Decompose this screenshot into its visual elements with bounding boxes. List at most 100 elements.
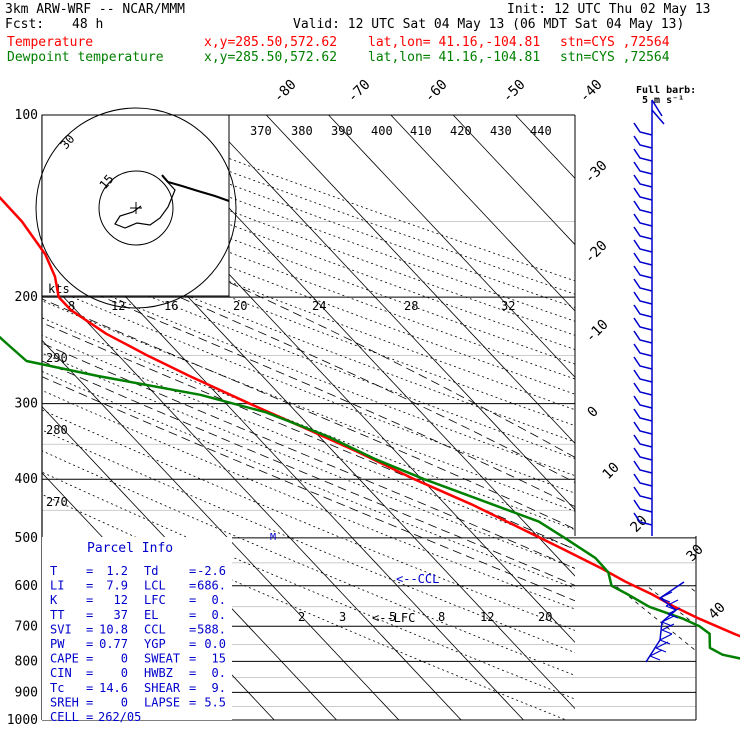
temp-latlon: lat,lon= 41.16,-104.81: [368, 35, 541, 50]
pressure-label: 200: [15, 290, 38, 305]
parcel-param-value: 15: [212, 652, 226, 666]
parcel-param-name: Td: [144, 564, 158, 578]
pressure-tick-labels: 100 200 300 400 500 600 700 800 900 1000: [7, 108, 38, 728]
parcel-param-value: 1.2: [106, 564, 128, 578]
parcel-param-name: CCL: [144, 622, 166, 636]
pressure-label: 500: [15, 531, 38, 546]
wind-barb: [633, 122, 653, 136]
parcel-equals: =: [189, 637, 196, 651]
parcel-param-value: 588.: [197, 622, 226, 636]
parcel-equals: =: [86, 652, 93, 666]
isotherm-label: -60: [422, 77, 451, 106]
dry-adiabat: [42, 115, 575, 720]
wind-barb: [633, 187, 653, 201]
parcel-param-value: 262/05: [98, 710, 141, 724]
wind-barb: [633, 499, 653, 513]
wind-barb-lower: [659, 633, 673, 645]
parcel-equals: =: [189, 579, 196, 593]
wind-barb: [633, 226, 653, 240]
wind-speed-label: 12: [111, 299, 125, 313]
parcel-param-name: LI: [50, 579, 64, 593]
parcel-param-value: 0: [121, 695, 128, 709]
isotherm-line: [515, 115, 575, 720]
parcel-param-value: 5.5: [204, 695, 226, 709]
parcel-param-value: 0: [121, 666, 128, 680]
theta-label: 420: [450, 124, 472, 138]
lfc-marker: <--LFC: [372, 611, 415, 625]
isotherm-label: -80: [271, 77, 300, 106]
wind-barb: [633, 408, 653, 422]
parcel-param-value: 0.: [212, 608, 226, 622]
isotherm-label: 30: [684, 542, 707, 565]
wind-barb: [633, 356, 653, 370]
pressure-label: 800: [15, 654, 38, 669]
wind-barb-lower: [661, 623, 675, 635]
isotherm-label: -10: [583, 317, 612, 346]
parcel-param-name: SVI: [50, 622, 72, 636]
isotherm-line: [42, 115, 349, 720]
mixing-ratio-label: 20: [538, 610, 552, 624]
theta-label: 380: [291, 124, 313, 138]
dry-adiabat: [42, 115, 575, 720]
parcel-param-value: 12: [114, 593, 128, 607]
pressure-label: 600: [15, 579, 38, 594]
wind-barb: [633, 174, 653, 188]
isotherm-label: -30: [582, 158, 611, 187]
theta-label: 270: [46, 495, 68, 509]
isotherm-line: [640, 115, 740, 733]
pressure-label: 100: [15, 108, 38, 123]
parcel-param-name: SREH: [50, 695, 79, 709]
parcel-param-value: 0.: [212, 666, 226, 680]
parcel-equals: =: [189, 695, 196, 709]
wind-barb: [633, 343, 653, 357]
parcel-equals: =: [189, 593, 196, 607]
wind-speed-label: 20: [233, 299, 247, 313]
wind-speed-label: 28: [404, 299, 418, 313]
parcel-param-name: CIN: [50, 666, 72, 680]
parcel-param-name: LCL: [144, 579, 166, 593]
parcel-equals: =: [86, 637, 93, 651]
parcel-param-value: 686.: [197, 579, 226, 593]
theta-label: 370: [250, 124, 272, 138]
dry-adiabat: [42, 115, 575, 720]
wind-barb: [633, 369, 653, 383]
model-title: 3km ARW-WRF -- NCAR/MMM: [5, 2, 186, 17]
isotherm-line: [203, 115, 575, 720]
wind-speed-label: kts: [48, 282, 70, 296]
wind-speed-label: 8: [68, 299, 75, 313]
isotherm-label: 0: [585, 404, 602, 421]
wind-barb: [633, 200, 653, 214]
hodo-ring-30: [35, 107, 237, 309]
parcel-equals: =: [189, 608, 196, 622]
isotherm-label: 10: [600, 460, 623, 483]
ccl-marker: <--CCL: [396, 572, 439, 586]
moist-adiabat: [42, 269, 575, 720]
pressure-label: 400: [15, 472, 38, 487]
isotherm-label: -20: [582, 238, 611, 267]
wind-barb-lower: [659, 591, 673, 603]
dry-adiabat: [42, 115, 575, 720]
theta-label: 440: [530, 124, 552, 138]
theta-label: 290: [46, 351, 68, 365]
parcel-equals: =: [189, 652, 196, 666]
pressure-label: 1000: [7, 713, 38, 728]
wind-barb: [633, 330, 653, 344]
wind-barb: [633, 291, 653, 305]
temp-station: stn=CYS ,72564: [560, 35, 670, 50]
pressure-label: 300: [15, 397, 38, 412]
wind-barb: [633, 382, 653, 396]
pressure-label: 900: [15, 685, 38, 700]
wind-barb: [633, 460, 653, 474]
parcel-equals: =: [86, 579, 93, 593]
isotherm-line: [328, 115, 575, 720]
wind-barb: [633, 434, 653, 448]
mixing-ratio-label: 12: [480, 610, 494, 624]
isotherm-line: [578, 115, 740, 733]
parcel-param-name: EL: [144, 608, 158, 622]
wind-barb: [633, 278, 653, 292]
theta-label: 280: [46, 423, 68, 437]
parcel-equals: =: [86, 564, 93, 578]
theta-label: 400: [371, 124, 393, 138]
